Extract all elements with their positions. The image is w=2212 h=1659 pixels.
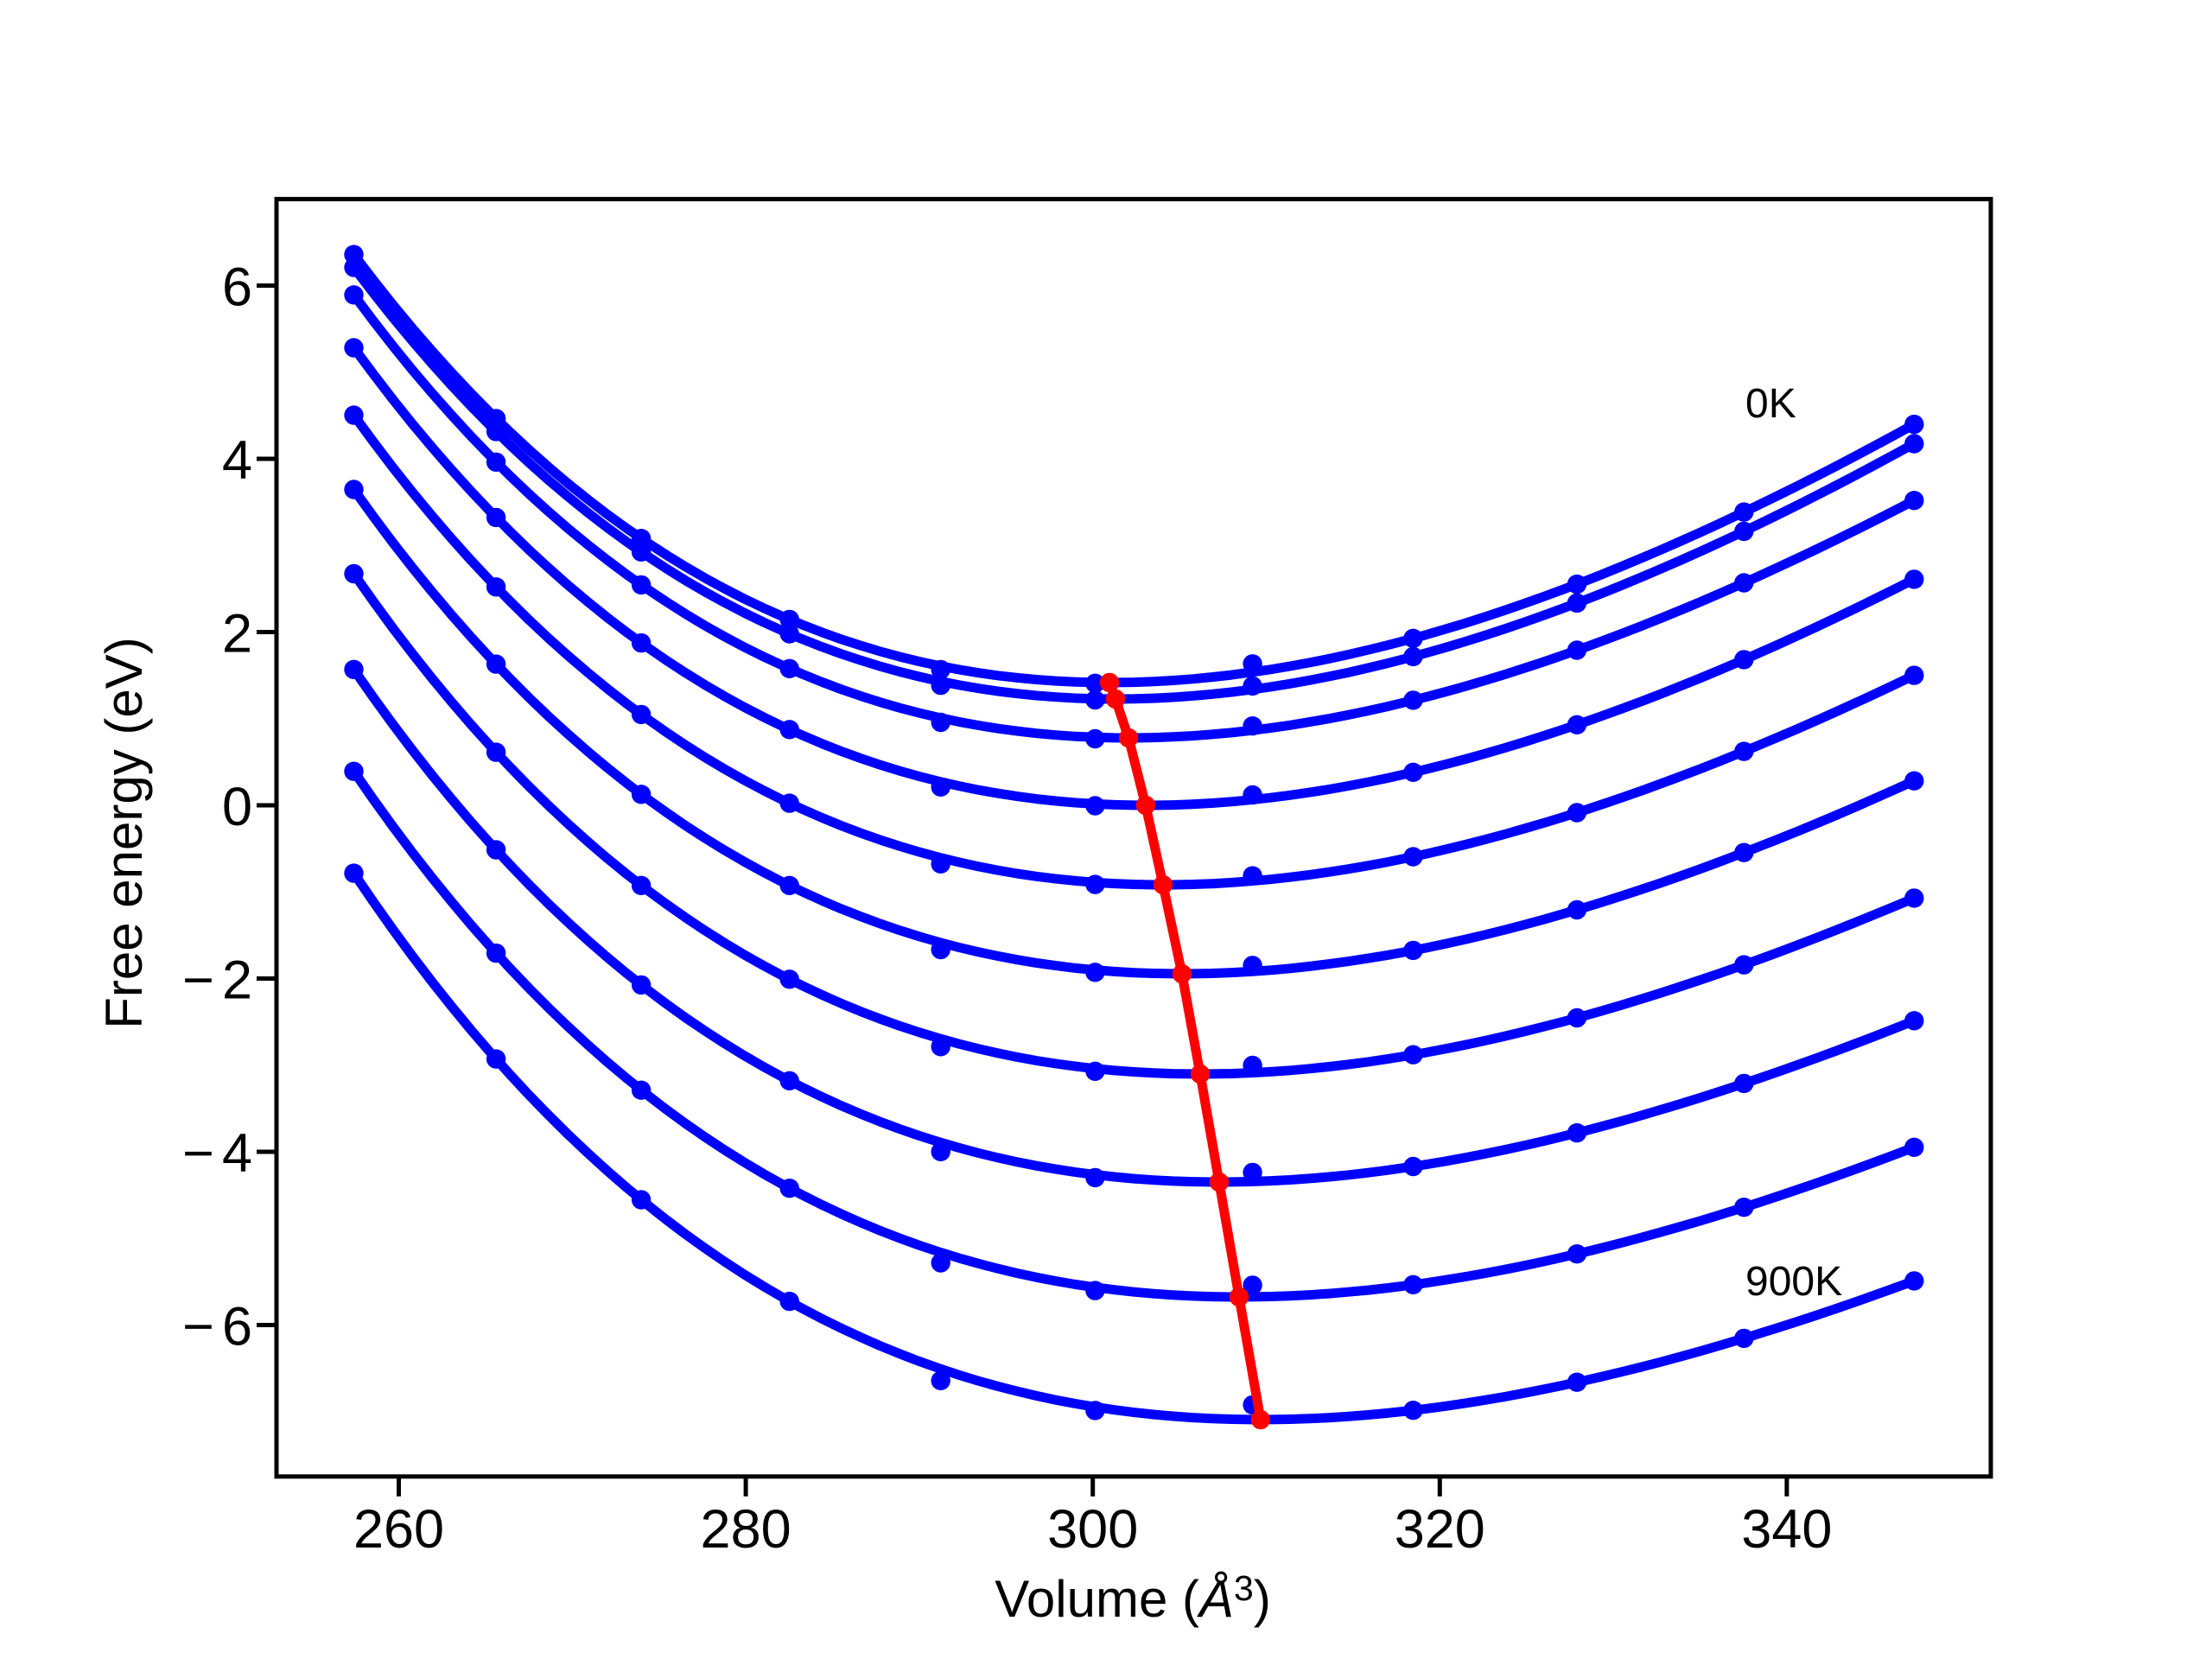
svg-text:260: 260 [353, 1499, 444, 1560]
svg-text:320: 320 [1395, 1499, 1485, 1560]
svg-text:0: 0 [222, 777, 252, 837]
svg-text:900K: 900K [1745, 1259, 1842, 1305]
svg-text:4: 4 [222, 430, 252, 491]
svg-text:Volume (Å3): Volume (Å3) [995, 1568, 1271, 1628]
svg-text:2: 2 [222, 604, 252, 664]
svg-text:Free energy (eV): Free energy (eV) [95, 637, 153, 1029]
svg-text:300: 300 [1047, 1499, 1138, 1560]
svg-text:340: 340 [1741, 1499, 1832, 1560]
svg-text:0K: 0K [1745, 381, 1796, 427]
svg-text:6: 6 [222, 257, 252, 318]
svg-text:280: 280 [701, 1499, 791, 1560]
